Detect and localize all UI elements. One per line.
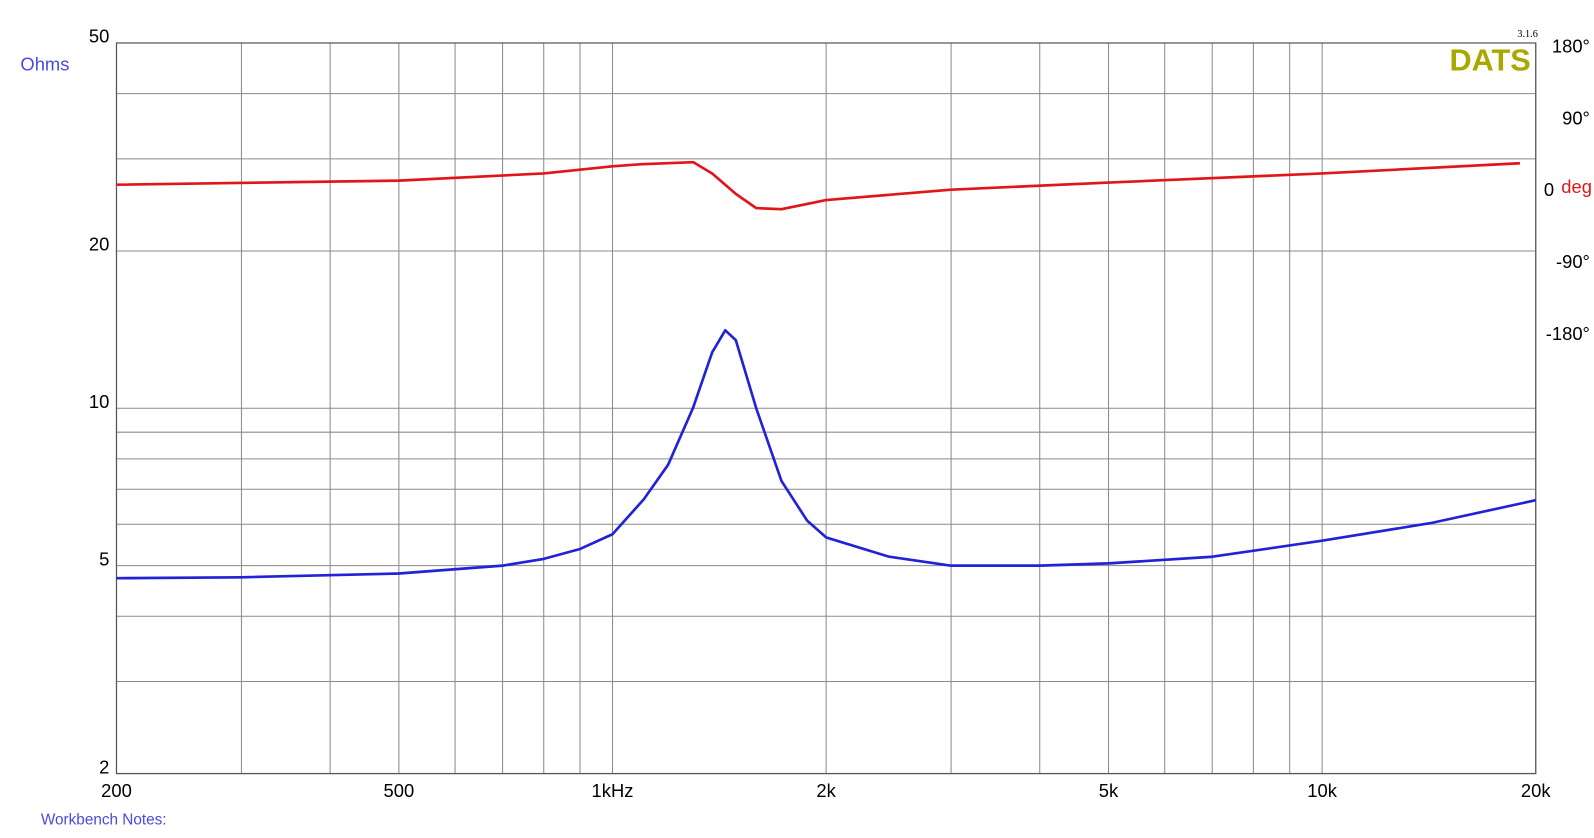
y-axis-label: Ohms <box>20 53 69 74</box>
x-tick-label: 20k <box>1521 780 1551 801</box>
y-tick-label: 5 <box>99 548 109 569</box>
x-tick-label: 500 <box>384 780 415 801</box>
x-tick-label: 1kHz <box>592 780 634 801</box>
x-tick-label: 5k <box>1099 780 1119 801</box>
x-tick-label: 10k <box>1307 780 1337 801</box>
plot-frame <box>115 42 1537 775</box>
data-line <box>116 328 1537 580</box>
y2-tick-label: 90° <box>1562 107 1590 128</box>
y-tick-label: 2 <box>99 756 109 777</box>
y2-tick-label: -90° <box>1556 251 1590 272</box>
data-line <box>116 160 1520 211</box>
y-tick-label: 50 <box>89 26 109 47</box>
version: 3.1.6 <box>1517 29 1537 40</box>
y2-tick-label: 0 <box>1544 179 1554 200</box>
y2-axis-label: deg <box>1561 176 1592 197</box>
logo: DATS <box>1450 43 1531 77</box>
y-tick-label: 10 <box>89 391 109 412</box>
x-tick-label: 2k <box>816 780 836 801</box>
y2-tick-label: 180° <box>1552 36 1590 57</box>
y2-tick-label: -180° <box>1546 323 1590 344</box>
notes-label: Workbench Notes: <box>41 812 167 829</box>
x-tick-label: 200 <box>101 780 132 801</box>
y-tick-label: 20 <box>89 234 109 255</box>
